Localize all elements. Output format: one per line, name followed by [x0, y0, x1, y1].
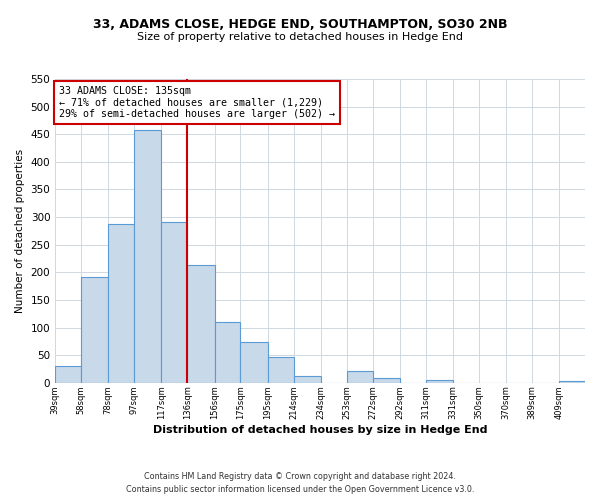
Bar [425, 380, 453, 383]
Bar [187, 265, 215, 383]
Bar [559, 381, 585, 383]
Bar [81, 276, 108, 383]
Bar [55, 366, 81, 383]
Bar [347, 371, 373, 383]
Bar [134, 130, 161, 383]
Text: Size of property relative to detached houses in Hedge End: Size of property relative to detached ho… [137, 32, 463, 42]
Text: 33 ADAMS CLOSE: 135sqm
← 71% of detached houses are smaller (1,229)
29% of semi-: 33 ADAMS CLOSE: 135sqm ← 71% of detached… [59, 86, 335, 119]
Bar [161, 222, 187, 383]
Bar [293, 376, 321, 383]
Bar [215, 322, 241, 383]
X-axis label: Distribution of detached houses by size in Hedge End: Distribution of detached houses by size … [153, 425, 487, 435]
Text: Contains HM Land Registry data © Crown copyright and database right 2024.: Contains HM Land Registry data © Crown c… [144, 472, 456, 481]
Bar [241, 342, 268, 383]
Y-axis label: Number of detached properties: Number of detached properties [15, 149, 25, 313]
Text: Contains public sector information licensed under the Open Government Licence v3: Contains public sector information licen… [126, 485, 474, 494]
Text: 33, ADAMS CLOSE, HEDGE END, SOUTHAMPTON, SO30 2NB: 33, ADAMS CLOSE, HEDGE END, SOUTHAMPTON,… [93, 18, 507, 30]
Bar [268, 357, 293, 383]
Bar [108, 224, 134, 383]
Bar [373, 378, 400, 383]
